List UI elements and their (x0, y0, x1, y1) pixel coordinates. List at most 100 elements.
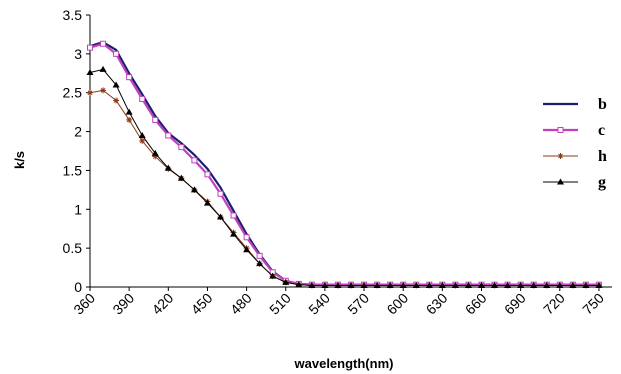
series-c-point (217, 190, 224, 197)
series-h (87, 87, 602, 289)
series-g-point (164, 164, 172, 171)
x-tick-label: 600 (383, 290, 411, 318)
series-c-line (89, 42, 599, 286)
series-g-point (491, 281, 499, 288)
series-g-point (569, 281, 577, 288)
series-g-point (464, 281, 472, 288)
axes (86, 14, 612, 291)
series-c-point (152, 116, 159, 123)
series-g-point (347, 281, 355, 288)
star-stroke (87, 90, 93, 96)
series-c-point (178, 144, 185, 151)
legend-marker-g (557, 178, 564, 185)
legend-item-c: c (543, 122, 605, 139)
series-h-line (89, 89, 599, 286)
x-tick-label: 540 (305, 290, 333, 318)
y-tick-label: 1 (74, 201, 82, 217)
series-g-point (399, 281, 407, 288)
x-tick-label: 570 (344, 290, 372, 318)
series-g-point (230, 230, 238, 237)
series-h-point (113, 97, 120, 104)
series-g-point (334, 281, 342, 288)
x-tick-label: 420 (149, 290, 177, 318)
legend-item-h: h (543, 148, 607, 165)
series-plot-area (86, 40, 603, 289)
y-tick-label: 2 (74, 124, 82, 140)
series-c-point (204, 171, 211, 178)
series-g-point (478, 281, 485, 288)
series-g-point (308, 281, 316, 288)
x-tick-label: 450 (188, 290, 216, 318)
y-axis-label: k/s (12, 151, 27, 169)
series-h-point (100, 87, 107, 94)
legend-marker-h (557, 153, 564, 159)
series-g-point (177, 174, 185, 181)
x-tick-label: 720 (540, 290, 568, 318)
legend-label-c: c (598, 122, 605, 139)
series-g-point (373, 281, 381, 288)
series-g-point (99, 65, 107, 72)
series-c-point (126, 74, 133, 81)
series-g-point (269, 272, 277, 279)
legend-label-b: b (598, 96, 607, 113)
series-g-point (530, 281, 538, 288)
x-tick-label: 630 (423, 290, 451, 318)
series-h-point (126, 116, 133, 123)
series-g-point (321, 281, 329, 288)
star-stroke (558, 153, 563, 159)
series-c-point (139, 95, 146, 102)
series-g-point (295, 281, 303, 288)
x-axis-label: wavelength(nm) (294, 356, 394, 371)
series-g-point (282, 278, 290, 285)
series-g-line (89, 68, 599, 286)
series-b (89, 41, 599, 286)
series-c-point (230, 212, 237, 219)
series-g-point (582, 281, 590, 288)
legend-label-h: h (598, 148, 607, 165)
series-c-point (243, 234, 250, 241)
series-g-point (151, 149, 159, 156)
legend-marker-c (557, 127, 564, 133)
legend-label-g: g (598, 174, 606, 191)
series-c-point (87, 44, 93, 51)
x-tick-label: 660 (462, 290, 490, 318)
legend-item-b: b (543, 96, 607, 113)
y-tick-label: 0 (74, 279, 82, 295)
series-g-point (504, 281, 512, 288)
series-h-point (139, 137, 146, 144)
series-c-point (165, 132, 172, 139)
star-stroke (139, 138, 145, 144)
y-tick-label: 3.5 (63, 7, 83, 23)
series-g-point (412, 281, 420, 288)
series-g (86, 65, 603, 288)
series-g-point (386, 281, 394, 288)
y-tick-label: 2.5 (63, 85, 83, 101)
y-tick-label: 3 (74, 46, 82, 62)
series-g-point (517, 281, 525, 288)
series-g-point (86, 69, 94, 76)
x-tick-label: 480 (227, 290, 255, 318)
star-stroke (126, 117, 132, 123)
series-g-point (217, 213, 224, 220)
series-c-point (256, 252, 263, 259)
series-g-point (190, 186, 198, 193)
series-g-point (360, 281, 368, 288)
series-h-point (87, 89, 93, 96)
y-tick-label: 1.5 (63, 162, 83, 178)
star-stroke (100, 88, 106, 93)
series-g-point (425, 281, 433, 288)
series-g-point (138, 131, 146, 138)
series-g-point (451, 281, 459, 288)
series-c-point (113, 50, 120, 57)
x-tick-label: 750 (579, 290, 607, 318)
x-tick-label: 690 (501, 290, 529, 318)
x-tick-label: 390 (109, 290, 137, 318)
x-tick-label: 510 (266, 290, 294, 318)
series-g-point (125, 108, 133, 115)
legend-item-g: g (543, 174, 606, 191)
series-g-point (595, 281, 603, 288)
series-g-point (438, 281, 446, 288)
